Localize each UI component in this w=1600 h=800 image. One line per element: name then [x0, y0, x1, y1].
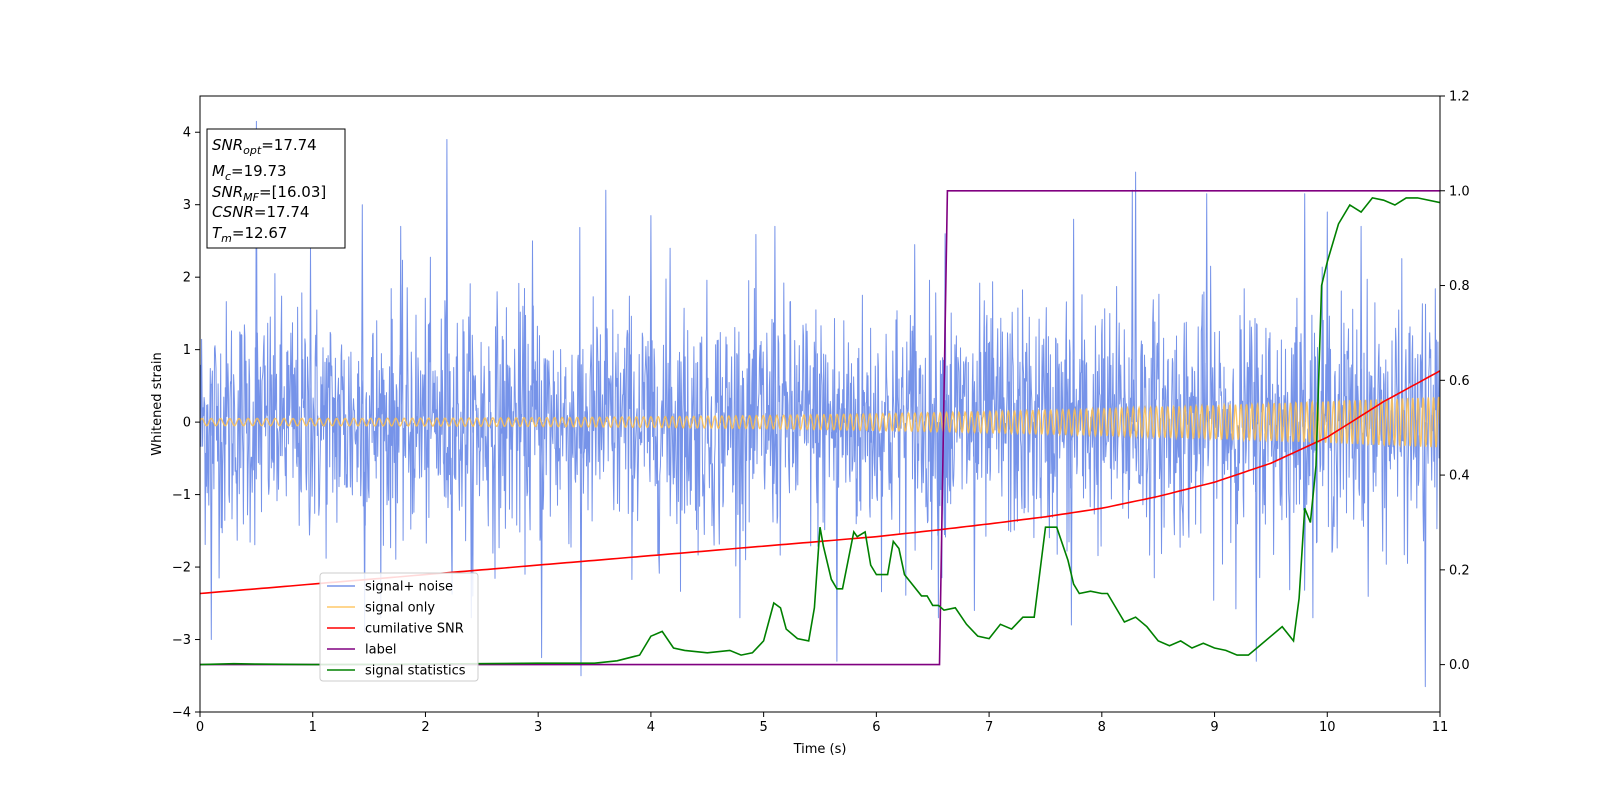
legend-label: signal+ noise	[365, 580, 453, 595]
x-tick-label: 11	[1432, 720, 1449, 735]
x-axis-label: Time (s)	[793, 742, 847, 757]
x-tick-label: 3	[534, 720, 542, 735]
annotation-line: SNRopt=17.74	[212, 136, 317, 157]
plot-area	[200, 120, 1440, 688]
annotation-line: CSNR=17.74	[212, 203, 309, 221]
y-right-tick-label: 0.4	[1449, 469, 1470, 484]
x-tick-label: 0	[196, 720, 204, 735]
x-tick-label: 7	[985, 720, 993, 735]
plot-frame	[199, 95, 1441, 713]
y-right-tick-label: 0.6	[1449, 374, 1470, 389]
y-left-tick-label: −4	[172, 706, 191, 721]
y-axis-left: 4 3 2 1 0 −1 −2 −3 −4	[172, 126, 200, 721]
y-right-tick-label: 1.0	[1449, 184, 1470, 199]
x-tick-label: 1	[309, 720, 317, 735]
y-left-tick-label: 3	[183, 198, 191, 213]
x-tick-label: 5	[759, 720, 767, 735]
legend: signal+ noise signal only cumilative SNR la…	[319, 572, 479, 682]
y-right-tick-label: 0.8	[1449, 279, 1470, 294]
annotation-line: Tm=12.67	[212, 224, 287, 245]
series-label	[200, 190, 1440, 666]
x-tick-label: 6	[872, 720, 880, 735]
y-left-tick-label: −2	[172, 561, 191, 576]
y-right-tick-label: 0.0	[1449, 658, 1470, 673]
y-left-tick-label: −1	[172, 488, 191, 503]
y-right-tick-label: 0.2	[1449, 563, 1470, 578]
y-left-tick-label: 4	[183, 126, 191, 141]
x-tick-label: 8	[1098, 720, 1106, 735]
legend-label: signal statistics	[365, 664, 466, 679]
legend-label: signal only	[365, 601, 435, 616]
series-signal-statistics	[200, 197, 1440, 666]
x-tick-label: 4	[647, 720, 655, 735]
y-left-tick-label: 0	[183, 416, 191, 431]
annotation-box: SNRopt=17.74 Mc=19.73SNRMF=[16.03]CSNR=17…	[206, 128, 346, 249]
y-right-tick-label: 1.2	[1449, 90, 1470, 105]
x-tick-label: 9	[1210, 720, 1218, 735]
annotation-line: SNRMF=[16.03]	[212, 183, 326, 204]
y-left-tick-label: −3	[172, 633, 191, 648]
y-axis-right: 1.2 1.0 0.8 0.6 0.4 0.2 0.0	[1440, 90, 1470, 673]
annotation-line: Mc=19.73	[212, 162, 287, 183]
legend-label: cumilative SNR	[365, 622, 464, 637]
y-left-tick-label: 1	[183, 343, 191, 358]
series-signal-only	[200, 396, 1440, 448]
x-tick-label: 2	[421, 720, 429, 735]
legend-label: label	[365, 643, 396, 658]
y-left-tick-label: 2	[183, 271, 191, 286]
y-axis-label: Whitened strain	[150, 352, 165, 455]
x-axis: 0 1 2 3 4 5 6 7 8 9 10 11	[196, 712, 1448, 735]
x-tick-label: 10	[1319, 720, 1336, 735]
